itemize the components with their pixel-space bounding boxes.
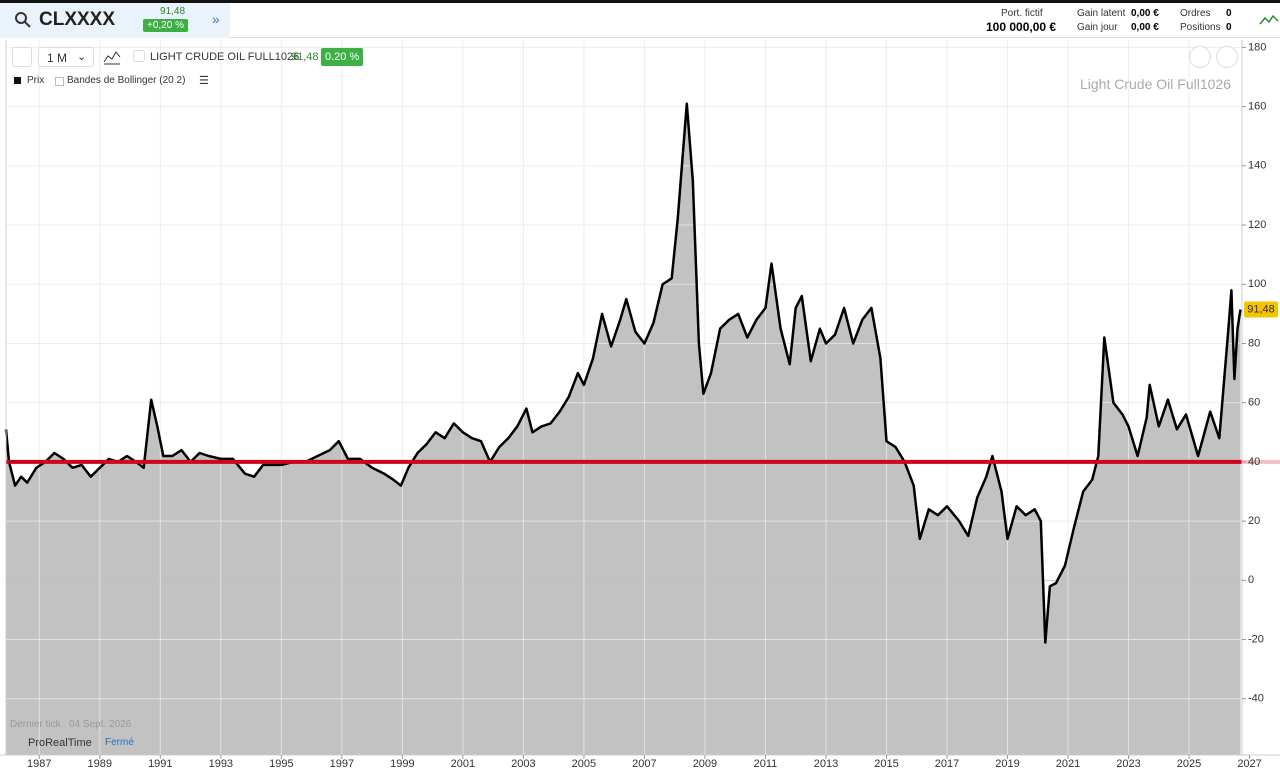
y-tick-label: 40 xyxy=(1248,456,1260,468)
market-status: Fermé xyxy=(105,737,134,748)
x-tick-label: 2005 xyxy=(572,758,596,770)
last-value-tag xyxy=(1244,301,1278,318)
y-tick-label: 160 xyxy=(1248,101,1266,113)
price-line xyxy=(4,102,1242,644)
dropdown-arrow: ⌄ xyxy=(77,51,87,63)
x-tick-label: 2017 xyxy=(935,758,959,770)
gain-jour: 0,00 € xyxy=(1131,22,1159,33)
area-fill xyxy=(6,103,1241,755)
y-tick-label: 120 xyxy=(1248,219,1266,231)
expand-icon[interactable]: » xyxy=(212,11,220,27)
chart-icon[interactable] xyxy=(1259,12,1279,30)
y-tick-label: -40 xyxy=(1248,693,1264,705)
chart-title: Light Crude Oil Full1026 xyxy=(1080,76,1231,92)
x-tick-label: 2021 xyxy=(1056,758,1080,770)
gain-latent-label: Gain latent xyxy=(1077,8,1126,19)
x-tick-label: 2007 xyxy=(632,758,656,770)
x-tick-label: 1987 xyxy=(27,758,51,770)
tool-button[interactable] xyxy=(1189,46,1211,68)
x-tick-label: 2003 xyxy=(511,758,535,770)
legend-price[interactable]: Prix xyxy=(27,75,45,86)
period: 1 M xyxy=(47,51,68,65)
x-tick-label: 1995 xyxy=(269,758,293,770)
x-tick-label: 2015 xyxy=(874,758,898,770)
x-tick-label: 2011 xyxy=(754,758,778,770)
y-tick-label: 140 xyxy=(1248,160,1266,172)
brand: ProRealTime xyxy=(28,737,92,749)
legend-bollinger[interactable]: Bandes de Bollinger (20 2) xyxy=(67,75,186,86)
positions: 0 xyxy=(1226,22,1232,33)
x-tick-label: 1991 xyxy=(148,758,172,770)
portfolio-value: 100 000,00 € xyxy=(986,20,1057,34)
search-icon[interactable] xyxy=(14,11,32,29)
gain-latent: 0,00 € xyxy=(1131,8,1159,19)
x-tick-label: 1999 xyxy=(390,758,414,770)
lock-button[interactable] xyxy=(12,47,32,67)
portfolio-label: Port. fictif xyxy=(1001,8,1043,19)
info-icon[interactable] xyxy=(133,50,145,62)
x-tick-label: 2013 xyxy=(814,758,838,770)
x-tick-label: 2025 xyxy=(1177,758,1201,770)
x-tick-label: 1989 xyxy=(88,758,112,770)
symbol: CLXXXX xyxy=(39,9,116,30)
orders: 0 xyxy=(1226,8,1232,19)
last-tick-label: Dernier tick xyxy=(10,719,61,730)
legend-checkbox[interactable] xyxy=(55,77,64,86)
header: CLXXXX 91,48 +0,20 % » Port. fictif 100 … xyxy=(0,0,1280,38)
list-icon[interactable]: ☰ xyxy=(199,75,209,87)
symbol-box[interactable]: CLXXXX 91,48 +0,20 % » xyxy=(0,3,230,38)
last-value-label: 91,48 xyxy=(1247,303,1275,315)
x-tick-label: 2027 xyxy=(1237,758,1261,770)
last-tick-date: 04 Sept. 2026 xyxy=(69,719,132,730)
y-tick-label: 60 xyxy=(1248,397,1260,409)
header-price: 91,48 xyxy=(160,6,186,17)
legend-swatch xyxy=(14,77,21,84)
x-tick-label: 1997 xyxy=(330,758,354,770)
x-tick-label: 2019 xyxy=(995,758,1019,770)
x-tick-label: 2009 xyxy=(693,758,717,770)
instrument: LIGHT CRUDE OIL FULL1026 xyxy=(150,51,300,63)
y-tick-label: 20 xyxy=(1248,515,1260,527)
period-button[interactable]: 1 M ⌄ xyxy=(38,47,94,67)
y-tick-label: 100 xyxy=(1248,278,1266,290)
gain-jour-label: Gain jour xyxy=(1077,22,1118,33)
y-tick-label: 80 xyxy=(1248,337,1260,349)
window-button[interactable] xyxy=(1216,46,1238,68)
y-tick-label: -20 xyxy=(1248,633,1264,645)
positions-label: Positions xyxy=(1180,22,1221,33)
chart-type-icon[interactable] xyxy=(103,49,121,65)
y-tick-label: 180 xyxy=(1248,41,1266,53)
header-change: +0,20 % xyxy=(143,19,188,32)
toolbar-price: 91,48 xyxy=(291,51,319,63)
toolbar-change: 0.20 % xyxy=(321,48,364,66)
orders-label: Ordres xyxy=(1180,8,1211,19)
x-tick-label: 2001 xyxy=(451,758,475,770)
y-tick-label: 0 xyxy=(1248,574,1254,586)
x-tick-label: 1993 xyxy=(209,758,233,770)
x-tick-label: 2023 xyxy=(1116,758,1140,770)
